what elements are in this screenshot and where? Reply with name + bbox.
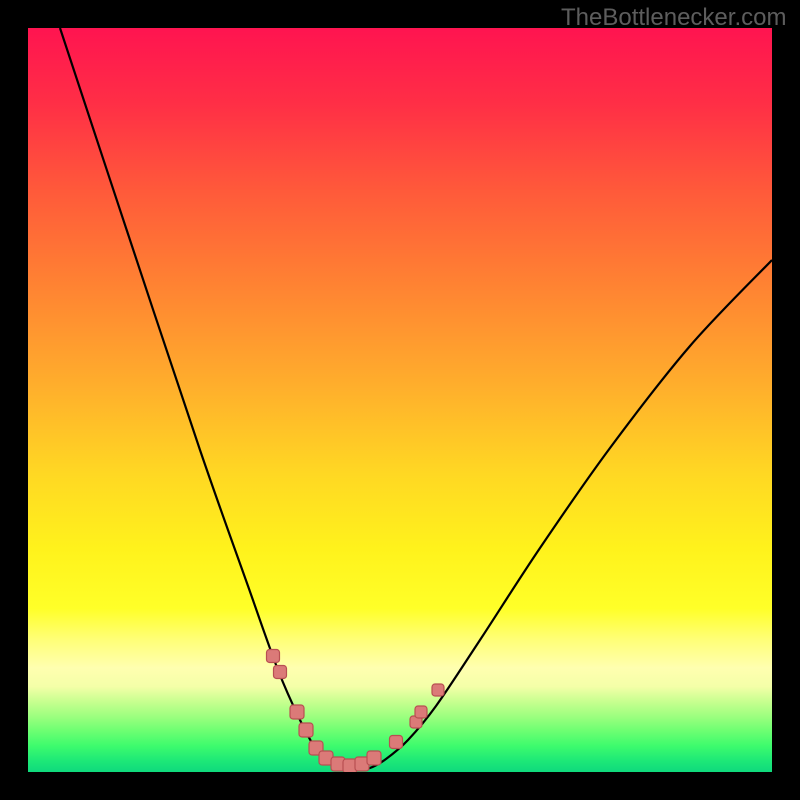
data-marker — [299, 723, 313, 737]
chart-svg — [0, 0, 800, 800]
data-marker — [390, 736, 403, 749]
data-marker — [367, 751, 381, 765]
data-marker — [415, 706, 427, 718]
data-marker — [274, 666, 287, 679]
data-marker — [267, 650, 280, 663]
data-marker — [432, 684, 444, 696]
data-marker — [290, 705, 304, 719]
gradient-background — [28, 28, 772, 772]
watermark-text: TheBottlenecker.com — [561, 4, 786, 32]
